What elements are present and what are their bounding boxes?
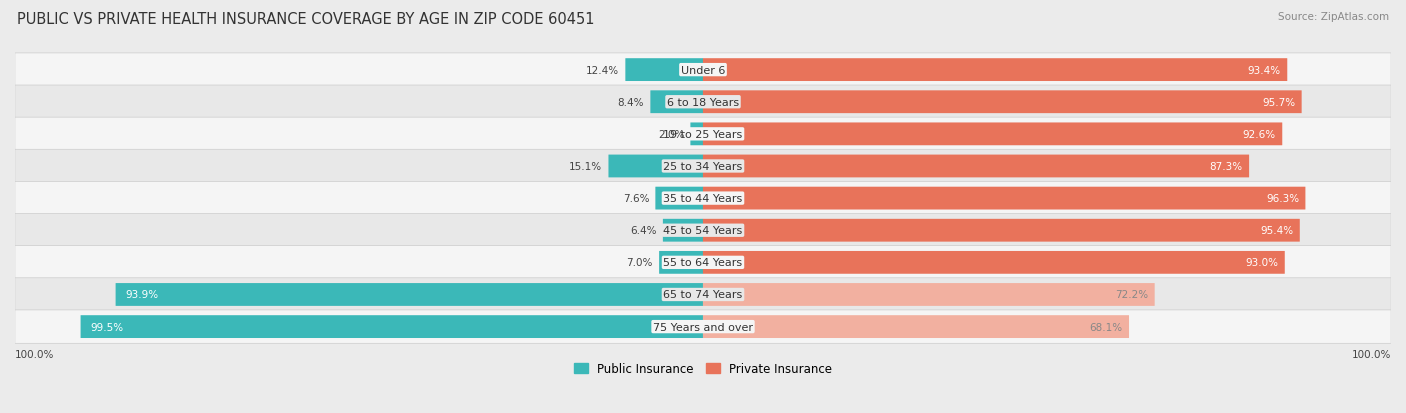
Text: 25 to 34 Years: 25 to 34 Years [664,161,742,171]
FancyBboxPatch shape [15,118,1391,151]
Text: 8.4%: 8.4% [617,97,644,107]
Text: 6 to 18 Years: 6 to 18 Years [666,97,740,107]
Text: 72.2%: 72.2% [1115,290,1149,300]
FancyBboxPatch shape [15,54,1391,87]
FancyBboxPatch shape [703,283,1154,306]
Text: 19 to 25 Years: 19 to 25 Years [664,130,742,140]
Text: 95.7%: 95.7% [1263,97,1295,107]
FancyBboxPatch shape [15,246,1391,279]
Text: 93.0%: 93.0% [1246,258,1278,268]
FancyBboxPatch shape [15,86,1391,119]
FancyBboxPatch shape [703,123,1282,146]
FancyBboxPatch shape [651,91,703,114]
FancyBboxPatch shape [659,252,703,274]
FancyBboxPatch shape [609,155,703,178]
Text: 35 to 44 Years: 35 to 44 Years [664,194,742,204]
Text: 6.4%: 6.4% [630,225,657,236]
Text: 99.5%: 99.5% [90,322,124,332]
Text: 96.3%: 96.3% [1265,194,1299,204]
FancyBboxPatch shape [80,316,703,338]
Text: 100.0%: 100.0% [15,349,55,359]
FancyBboxPatch shape [662,219,703,242]
Text: 75 Years and over: 75 Years and over [652,322,754,332]
Text: 7.0%: 7.0% [627,258,652,268]
Text: 45 to 54 Years: 45 to 54 Years [664,225,742,236]
Text: 68.1%: 68.1% [1090,322,1122,332]
Text: PUBLIC VS PRIVATE HEALTH INSURANCE COVERAGE BY AGE IN ZIP CODE 60451: PUBLIC VS PRIVATE HEALTH INSURANCE COVER… [17,12,595,27]
FancyBboxPatch shape [703,219,1299,242]
Text: 7.6%: 7.6% [623,194,650,204]
Text: 93.4%: 93.4% [1247,65,1281,76]
FancyBboxPatch shape [15,182,1391,215]
Legend: Public Insurance, Private Insurance: Public Insurance, Private Insurance [569,357,837,380]
FancyBboxPatch shape [703,59,1288,82]
FancyBboxPatch shape [690,123,703,146]
Text: 95.4%: 95.4% [1260,225,1294,236]
FancyBboxPatch shape [703,316,1129,338]
FancyBboxPatch shape [703,155,1249,178]
Text: Source: ZipAtlas.com: Source: ZipAtlas.com [1278,12,1389,22]
FancyBboxPatch shape [15,214,1391,247]
Text: Under 6: Under 6 [681,65,725,76]
FancyBboxPatch shape [626,59,703,82]
FancyBboxPatch shape [115,283,703,306]
Text: 15.1%: 15.1% [569,161,602,171]
FancyBboxPatch shape [703,91,1302,114]
Text: 87.3%: 87.3% [1209,161,1243,171]
Text: 2.0%: 2.0% [658,130,685,140]
FancyBboxPatch shape [15,150,1391,183]
FancyBboxPatch shape [703,252,1285,274]
Text: 100.0%: 100.0% [1351,349,1391,359]
Text: 55 to 64 Years: 55 to 64 Years [664,258,742,268]
FancyBboxPatch shape [15,310,1391,344]
Text: 93.9%: 93.9% [125,290,159,300]
Text: 65 to 74 Years: 65 to 74 Years [664,290,742,300]
Text: 12.4%: 12.4% [586,65,619,76]
FancyBboxPatch shape [703,187,1305,210]
FancyBboxPatch shape [655,187,703,210]
Text: 92.6%: 92.6% [1243,130,1275,140]
FancyBboxPatch shape [15,278,1391,311]
